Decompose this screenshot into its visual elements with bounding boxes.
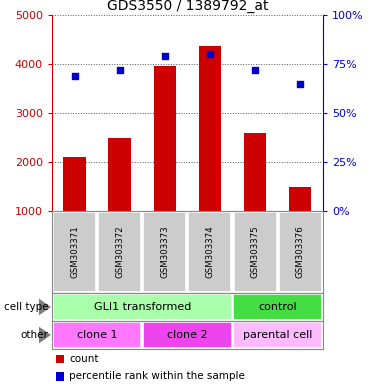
Point [252, 67, 258, 73]
Text: GSM303372: GSM303372 [115, 226, 124, 278]
Text: GSM303376: GSM303376 [296, 226, 305, 278]
Point [207, 51, 213, 57]
Text: other: other [20, 330, 48, 340]
Bar [198, 46, 221, 211]
Bar [289, 187, 312, 211]
Polygon shape [39, 327, 51, 343]
Bar [63, 157, 86, 211]
Text: control: control [258, 302, 297, 312]
Text: GLI1 transformed: GLI1 transformed [93, 302, 191, 312]
Text: clone 2: clone 2 [167, 330, 208, 340]
Point [117, 67, 123, 73]
Text: percentile rank within the sample: percentile rank within the sample [69, 371, 245, 381]
Text: GSM303374: GSM303374 [206, 226, 214, 278]
Bar [244, 132, 266, 211]
Text: GSM303373: GSM303373 [160, 226, 169, 278]
Point [162, 53, 168, 59]
Point [297, 81, 303, 87]
Text: cell type: cell type [4, 302, 48, 312]
Text: clone 1: clone 1 [77, 330, 117, 340]
Bar [108, 139, 131, 211]
Text: count: count [69, 354, 99, 364]
Text: GSM303371: GSM303371 [70, 226, 79, 278]
Point [72, 73, 78, 79]
Bar [154, 66, 176, 211]
Text: parental cell: parental cell [243, 330, 312, 340]
Title: GDS3550 / 1389792_at: GDS3550 / 1389792_at [106, 0, 268, 13]
Text: GSM303375: GSM303375 [250, 226, 260, 278]
Polygon shape [39, 299, 51, 315]
